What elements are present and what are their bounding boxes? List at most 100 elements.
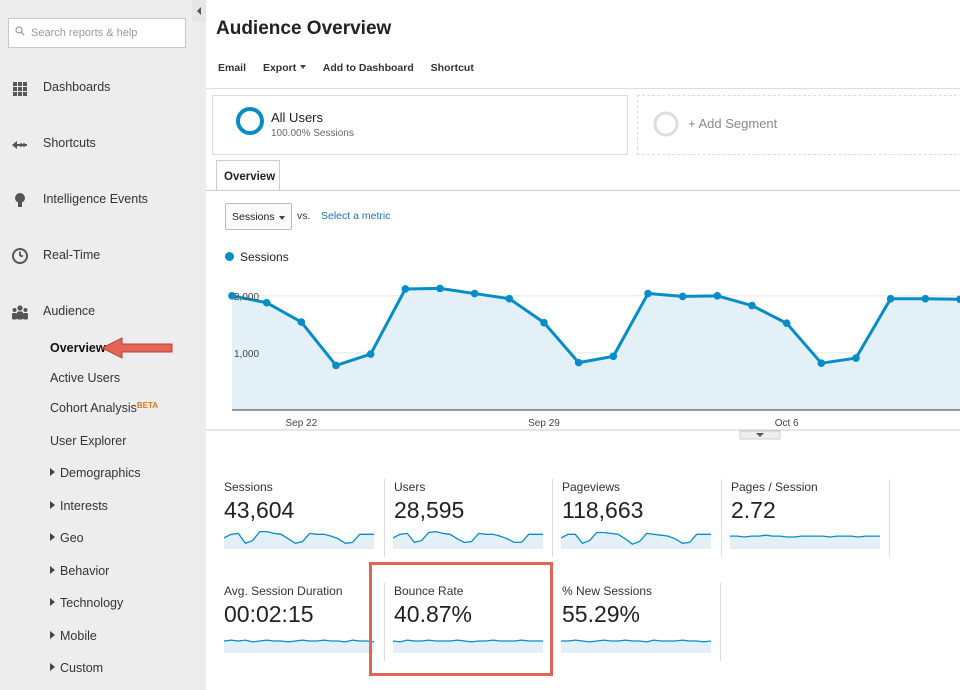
scorecard-pageviews[interactable]: Pageviews 118,663 [552,479,716,559]
data-point[interactable] [436,284,444,293]
sparkline-fill [393,531,543,549]
sidebar-item-user-explorer[interactable]: User Explorer [50,434,126,448]
scorecard-name: % New Sessions [562,584,653,598]
sparkline-fill [224,531,374,549]
sidebar-item-label: Mobile [60,629,97,643]
nav-dashboards[interactable]: Dashboards [0,76,206,100]
segment-all-users[interactable]: All Users 100.00% Sessions [212,95,628,155]
data-point[interactable] [886,294,895,303]
x-tick-label: Sep 29 [528,418,560,429]
search-placeholder: Search reports & help [31,27,138,39]
sparkline-line [393,639,543,643]
data-point[interactable] [782,319,791,328]
scorecard-name: Sessions [224,480,273,494]
nav-label: Dashboards [43,80,111,94]
scorecard-value: 28,595 [394,497,465,523]
export-button[interactable]: Export [263,62,307,74]
sidebar-item-technology[interactable]: Technology [50,596,123,610]
nav-real-time[interactable]: Real-Time [0,244,206,268]
audience-icon [12,305,28,320]
sidebar-item-label: User Explorer [50,434,127,448]
data-point[interactable] [470,289,479,298]
data-point[interactable] [609,352,618,361]
nav-label: Intelligence Events [43,192,148,206]
data-point[interactable] [505,294,514,303]
sessions-chart: 1,000 2,000 Sep 22 Sep 29 Oct 6 [206,284,960,440]
sparkline [730,534,880,549]
chevron-down-icon [756,433,764,437]
data-point[interactable] [574,358,583,367]
sidebar-item-behavior[interactable]: Behavior [50,564,109,578]
sidebar-item-label: Active Users [50,371,121,385]
scorecard-users[interactable]: Users 28,595 [384,479,548,559]
divider [206,88,960,89]
sparkline [561,531,711,549]
add-to-dashboard-button[interactable]: Add to Dashboard [322,62,414,74]
data-point[interactable] [956,295,960,304]
scorecard-bounce-rate[interactable]: Bounce Rate 40.87% [384,583,548,663]
sidebar-item-active-users[interactable]: Active Users [50,371,120,385]
sidebar-item-label: Custom [60,661,104,675]
y-tick-label: 1,000 [234,349,259,360]
shortcuts-icon [12,141,27,149]
data-point[interactable] [332,361,340,370]
metric-select[interactable]: Sessions [225,203,292,230]
expand-triangle-icon [50,468,55,476]
data-point[interactable] [852,354,860,362]
search-input[interactable]: Search reports & help [8,18,186,48]
nav-shortcuts[interactable]: Shortcuts [0,132,206,156]
x-tick-label: Oct 6 [775,418,799,429]
data-point[interactable] [366,350,375,358]
sidebar-item-demographics[interactable]: Demographics [50,466,141,480]
shortcut-button[interactable]: Shortcut [430,62,474,74]
sparkline-line [393,530,543,544]
add-segment-button[interactable]: + Add Segment [637,95,960,155]
sparkline [224,639,374,653]
tab-overview[interactable]: Overview [216,160,280,191]
data-point[interactable] [678,292,687,301]
dashboards-icon [13,82,27,96]
data-point[interactable] [297,318,306,326]
divider [721,479,722,557]
scorecard-avg-session-duration[interactable]: Avg. Session Duration 00:02:15 [219,583,383,663]
divider [384,583,385,661]
sidebar-item-geo[interactable]: Geo [50,531,84,545]
scorecard-name: Users [394,480,426,494]
add-segment-label: + Add Segment [688,116,778,131]
sidebar-item-interests[interactable]: Interests [50,499,108,513]
scorecard-sessions[interactable]: Sessions 43,604 [219,479,383,559]
sparkline [393,639,543,653]
data-point[interactable] [540,318,548,327]
sidebar-item-overview[interactable]: Overview [50,341,106,355]
sparkline-line [730,534,880,538]
scorecard-new-sessions[interactable]: % New Sessions 55.29% [552,583,721,663]
sidebar-item-custom[interactable]: Custom [50,661,103,675]
nav-intelligence-events[interactable]: Intelligence Events [0,188,206,212]
divider [889,479,890,557]
sparkline-fill [561,532,711,549]
data-point[interactable] [713,292,722,300]
nav-audience[interactable]: Audience [0,300,206,324]
data-point[interactable] [401,285,410,293]
email-button[interactable]: Email [218,62,247,74]
vs-label: vs. [297,210,311,222]
select-metric-link[interactable]: Select a metric [321,210,391,222]
data-point[interactable] [748,301,756,310]
sparkline-line [561,639,711,643]
sidebar-item-label: Cohort Analysis [50,401,137,415]
collapse-sidebar-button[interactable] [192,0,206,22]
sidebar: Search reports & help Dashboards Shortcu… [0,0,206,690]
sparkline-line [224,530,374,545]
scorecard-pages-per-session[interactable]: Pages / Session 2.72 [721,479,890,559]
sidebar-item-cohort-analysis[interactable]: Cohort AnalysisBETA [50,401,158,415]
scorecard-value: 00:02:15 [224,601,314,627]
data-point[interactable] [644,289,652,298]
data-point[interactable] [228,292,236,300]
data-point[interactable] [817,359,826,367]
data-point[interactable] [262,298,271,307]
sidebar-item-mobile[interactable]: Mobile [50,629,97,643]
chevron-down-icon [279,216,285,220]
nav-label: Real-Time [43,248,101,262]
scorecard-name: Pages / Session [731,480,818,494]
data-point[interactable] [921,294,930,303]
